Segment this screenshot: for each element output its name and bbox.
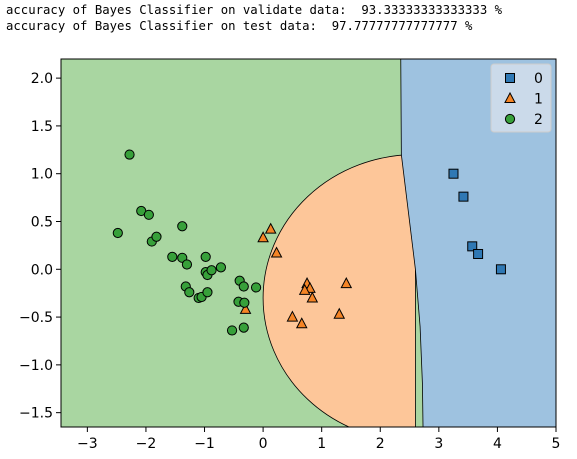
class-2-point — [239, 297, 250, 308]
legend-marker-0 — [505, 73, 515, 83]
class-2-point — [238, 322, 249, 333]
class-2-point — [215, 262, 227, 273]
x-tick-label: 2 — [376, 436, 385, 452]
y-tick-label: −1.5 — [19, 406, 53, 422]
x-tick-label: −2 — [136, 436, 157, 452]
class-2-point — [151, 231, 162, 242]
class-2-point — [184, 287, 195, 298]
decision-region-0 — [400, 59, 556, 427]
class-2-point — [238, 281, 249, 292]
legend-label-1: 1 — [534, 92, 543, 108]
class-0-point — [448, 168, 459, 179]
legend: 0 1 2 — [490, 63, 552, 133]
decision-region-1 — [262, 154, 416, 427]
y-axis: 2.0 1.5 1.0 0.5 0.0 −0.5 −1.0 −1.5 — [19, 71, 61, 422]
data-points — [112, 149, 506, 336]
x-tick-label: 4 — [493, 436, 502, 452]
class-2-point — [167, 251, 178, 262]
class-0-point — [473, 248, 484, 259]
class-1-point — [264, 222, 277, 234]
class-2-point — [124, 149, 135, 160]
x-tick-label: 3 — [434, 436, 443, 452]
legend-marker-1 — [504, 91, 516, 103]
class-2-point — [250, 282, 262, 293]
legend-label-0: 0 — [534, 71, 543, 87]
class-2-point — [226, 325, 238, 336]
test-accuracy-output: accuracy of Bayes Classifier on test dat… — [6, 19, 473, 33]
class-1-point — [298, 283, 311, 295]
class-2-point — [200, 251, 211, 262]
validate-accuracy-output: accuracy of Bayes Classifier on validate… — [6, 3, 503, 17]
decision-regions — [61, 59, 556, 427]
class-2-point — [181, 259, 193, 270]
x-tick-label: −1 — [194, 436, 215, 452]
class-1-point — [257, 231, 269, 243]
class-1-point — [333, 307, 346, 319]
class-1-point — [306, 291, 319, 303]
y-tick-label: 1.5 — [31, 119, 53, 135]
y-tick-label: −1.0 — [19, 358, 53, 374]
x-tick-label: 5 — [552, 436, 561, 452]
class-2-point — [206, 265, 217, 276]
x-axis: −3 −2 −1 0 1 2 3 4 5 — [77, 427, 560, 452]
class-2-point — [177, 221, 188, 232]
plot-frame — [60, 58, 557, 428]
y-tick-label: 1.0 — [31, 167, 53, 183]
class-1-point — [239, 302, 252, 314]
x-tick-label: 0 — [259, 436, 268, 452]
x-tick-label: 1 — [317, 436, 326, 452]
y-tick-label: 0.5 — [31, 214, 53, 230]
class-1-point — [295, 317, 308, 329]
class-0-point — [495, 264, 506, 275]
y-tick-label: 2.0 — [31, 71, 53, 87]
x-tick-label: −3 — [77, 436, 98, 452]
class-2-point — [143, 209, 154, 220]
class-2-point — [112, 227, 123, 239]
class-0-point — [467, 241, 478, 252]
y-tick-label: 0.0 — [31, 262, 53, 278]
class-1-point — [270, 246, 283, 258]
legend-label-2: 2 — [534, 112, 543, 128]
class-2-point — [202, 287, 213, 298]
class-1-point — [286, 310, 299, 322]
class-0-point — [458, 191, 469, 202]
y-tick-label: −0.5 — [19, 310, 53, 326]
class-1-point — [340, 277, 353, 289]
legend-marker-2 — [504, 113, 516, 125]
